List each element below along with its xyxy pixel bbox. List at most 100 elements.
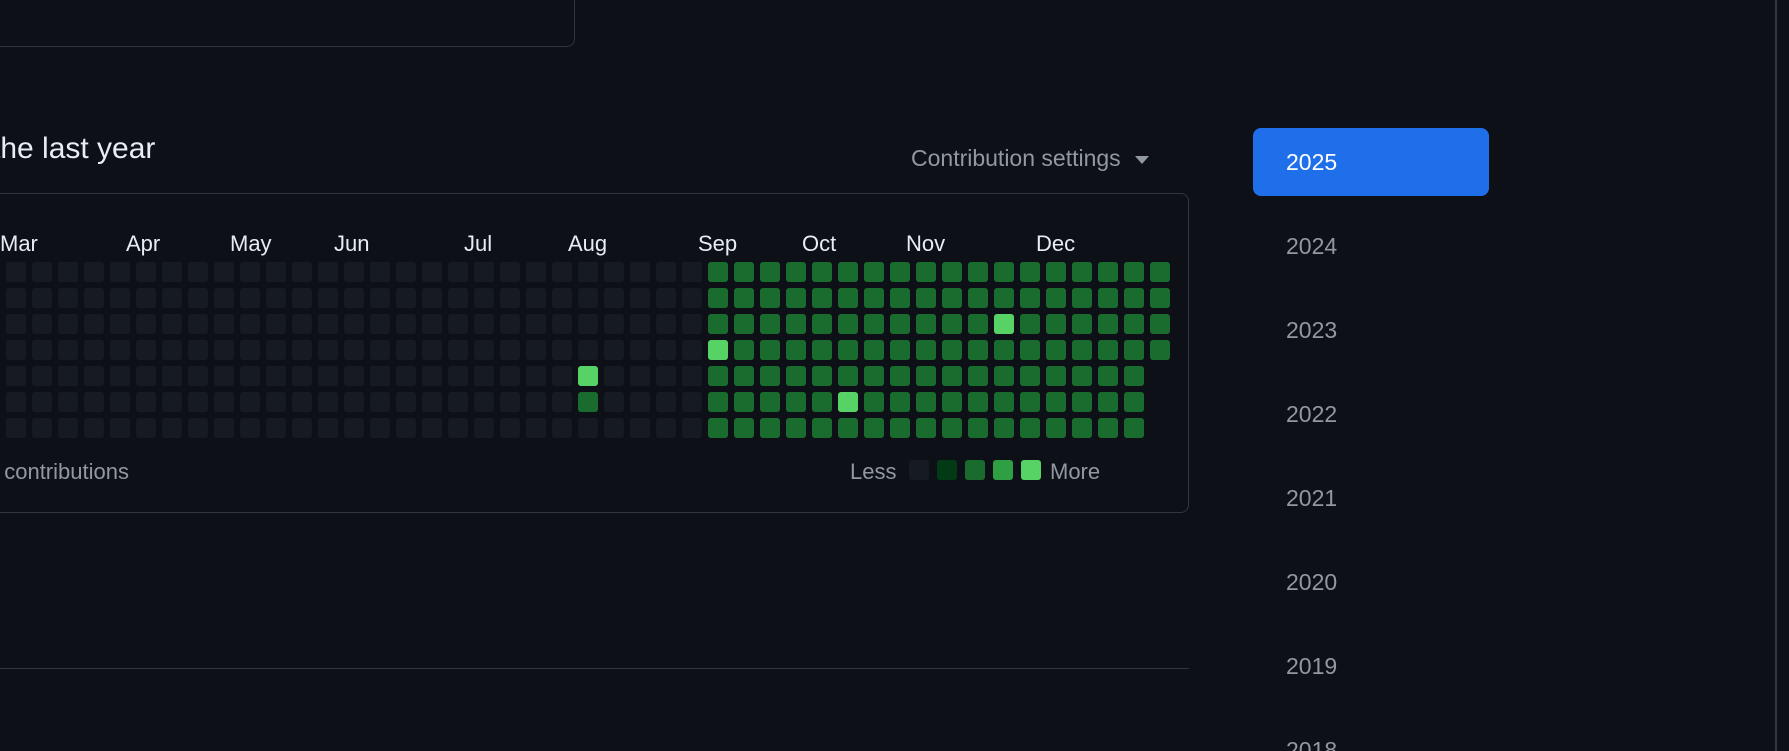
contribution-day-cell[interactable] bbox=[318, 314, 338, 334]
contribution-day-cell[interactable] bbox=[370, 340, 390, 360]
contribution-day-cell[interactable] bbox=[552, 340, 572, 360]
contribution-day-cell[interactable] bbox=[578, 288, 598, 308]
contribution-day-cell[interactable] bbox=[734, 340, 754, 360]
contribution-day-cell[interactable] bbox=[136, 418, 156, 438]
contribution-day-cell[interactable] bbox=[370, 288, 390, 308]
contribution-day-cell[interactable] bbox=[292, 340, 312, 360]
contribution-day-cell[interactable] bbox=[6, 262, 26, 282]
contribution-day-cell[interactable] bbox=[1124, 366, 1144, 386]
contribution-day-cell[interactable] bbox=[942, 288, 962, 308]
contribution-day-cell[interactable] bbox=[656, 392, 676, 412]
contribution-day-cell[interactable] bbox=[786, 418, 806, 438]
contribution-day-cell[interactable] bbox=[838, 288, 858, 308]
contribution-day-cell[interactable] bbox=[500, 366, 520, 386]
contribution-day-cell[interactable] bbox=[474, 340, 494, 360]
contribution-day-cell[interactable] bbox=[708, 392, 728, 412]
contribution-day-cell[interactable] bbox=[656, 314, 676, 334]
contribution-day-cell[interactable] bbox=[6, 418, 26, 438]
contribution-day-cell[interactable] bbox=[84, 262, 104, 282]
contribution-day-cell[interactable] bbox=[968, 262, 988, 282]
contribution-day-cell[interactable] bbox=[1046, 366, 1066, 386]
contribution-day-cell[interactable] bbox=[916, 418, 936, 438]
contribution-day-cell[interactable] bbox=[760, 366, 780, 386]
contribution-day-cell[interactable] bbox=[604, 418, 624, 438]
contribution-day-cell[interactable] bbox=[1046, 314, 1066, 334]
contribution-settings-button[interactable]: Contribution settings bbox=[911, 145, 1149, 172]
contribution-day-cell[interactable] bbox=[266, 288, 286, 308]
contribution-day-cell[interactable] bbox=[656, 288, 676, 308]
contribution-day-cell[interactable] bbox=[188, 418, 208, 438]
contribution-day-cell[interactable] bbox=[214, 392, 234, 412]
contribution-day-cell[interactable] bbox=[708, 340, 728, 360]
contribution-day-cell[interactable] bbox=[682, 314, 702, 334]
contribution-day-cell[interactable] bbox=[708, 418, 728, 438]
contribution-day-cell[interactable] bbox=[890, 288, 910, 308]
contribution-day-cell[interactable] bbox=[370, 314, 390, 334]
contribution-day-cell[interactable] bbox=[214, 366, 234, 386]
contribution-day-cell[interactable] bbox=[578, 392, 598, 412]
contribution-day-cell[interactable] bbox=[110, 288, 130, 308]
contribution-day-cell[interactable] bbox=[1046, 340, 1066, 360]
contribution-day-cell[interactable] bbox=[240, 288, 260, 308]
contribution-day-cell[interactable] bbox=[916, 314, 936, 334]
contribution-day-cell[interactable] bbox=[578, 340, 598, 360]
contribution-day-cell[interactable] bbox=[994, 366, 1014, 386]
contribution-day-cell[interactable] bbox=[318, 288, 338, 308]
contribution-day-cell[interactable] bbox=[942, 340, 962, 360]
contribution-day-cell[interactable] bbox=[864, 366, 884, 386]
contribution-day-cell[interactable] bbox=[500, 418, 520, 438]
contribution-day-cell[interactable] bbox=[734, 288, 754, 308]
contribution-day-cell[interactable] bbox=[760, 314, 780, 334]
contribution-day-cell[interactable] bbox=[214, 314, 234, 334]
contribution-day-cell[interactable] bbox=[344, 366, 364, 386]
contribution-day-cell[interactable] bbox=[838, 392, 858, 412]
contribution-day-cell[interactable] bbox=[84, 418, 104, 438]
contribution-day-cell[interactable] bbox=[838, 366, 858, 386]
contribution-day-cell[interactable] bbox=[344, 314, 364, 334]
contribution-day-cell[interactable] bbox=[266, 392, 286, 412]
contribution-day-cell[interactable] bbox=[604, 392, 624, 412]
contribution-day-cell[interactable] bbox=[1072, 340, 1092, 360]
contribution-day-cell[interactable] bbox=[162, 262, 182, 282]
contribution-day-cell[interactable] bbox=[526, 288, 546, 308]
contribution-day-cell[interactable] bbox=[786, 392, 806, 412]
year-link-2025[interactable]: 2025 bbox=[1253, 128, 1489, 196]
contribution-day-cell[interactable] bbox=[1072, 288, 1092, 308]
contribution-day-cell[interactable] bbox=[916, 288, 936, 308]
contribution-day-cell[interactable] bbox=[760, 418, 780, 438]
contribution-day-cell[interactable] bbox=[214, 262, 234, 282]
contribution-day-cell[interactable] bbox=[448, 366, 468, 386]
contribution-day-cell[interactable] bbox=[682, 288, 702, 308]
contribution-day-cell[interactable] bbox=[1072, 314, 1092, 334]
contribution-day-cell[interactable] bbox=[1098, 340, 1118, 360]
contribution-day-cell[interactable] bbox=[266, 340, 286, 360]
contribution-day-cell[interactable] bbox=[318, 418, 338, 438]
contribution-day-cell[interactable] bbox=[292, 418, 312, 438]
contribution-day-cell[interactable] bbox=[240, 392, 260, 412]
contribution-day-cell[interactable] bbox=[812, 340, 832, 360]
contribution-day-cell[interactable] bbox=[136, 288, 156, 308]
contribution-day-cell[interactable] bbox=[422, 418, 442, 438]
contribution-day-cell[interactable] bbox=[734, 262, 754, 282]
contribution-day-cell[interactable] bbox=[682, 262, 702, 282]
contribution-day-cell[interactable] bbox=[448, 314, 468, 334]
contribution-day-cell[interactable] bbox=[656, 262, 676, 282]
contribution-day-cell[interactable] bbox=[786, 366, 806, 386]
contribution-day-cell[interactable] bbox=[812, 418, 832, 438]
contribution-day-cell[interactable] bbox=[526, 418, 546, 438]
contribution-day-cell[interactable] bbox=[214, 288, 234, 308]
contribution-day-cell[interactable] bbox=[188, 366, 208, 386]
contribution-day-cell[interactable] bbox=[162, 418, 182, 438]
contribution-day-cell[interactable] bbox=[968, 314, 988, 334]
contribution-day-cell[interactable] bbox=[1046, 418, 1066, 438]
contribution-day-cell[interactable] bbox=[318, 340, 338, 360]
contribution-day-cell[interactable] bbox=[630, 366, 650, 386]
contribution-day-cell[interactable] bbox=[864, 418, 884, 438]
contribution-day-cell[interactable] bbox=[760, 340, 780, 360]
contribution-day-cell[interactable] bbox=[630, 262, 650, 282]
contribution-day-cell[interactable] bbox=[682, 366, 702, 386]
contribution-day-cell[interactable] bbox=[890, 366, 910, 386]
contribution-day-cell[interactable] bbox=[188, 262, 208, 282]
contribution-day-cell[interactable] bbox=[552, 366, 572, 386]
contribution-day-cell[interactable] bbox=[58, 392, 78, 412]
